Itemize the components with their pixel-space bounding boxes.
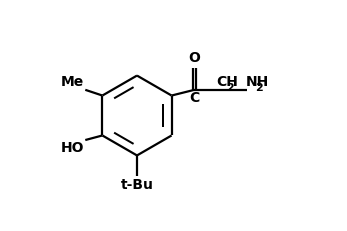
Text: C: C xyxy=(189,91,200,105)
Text: t-Bu: t-Bu xyxy=(120,178,153,192)
Text: O: O xyxy=(188,52,200,65)
Text: NH: NH xyxy=(246,75,269,89)
Text: CH: CH xyxy=(217,75,238,89)
Text: Me: Me xyxy=(61,75,84,89)
Text: 2: 2 xyxy=(226,82,234,93)
Text: HO: HO xyxy=(61,141,84,155)
Text: 2: 2 xyxy=(255,82,263,93)
